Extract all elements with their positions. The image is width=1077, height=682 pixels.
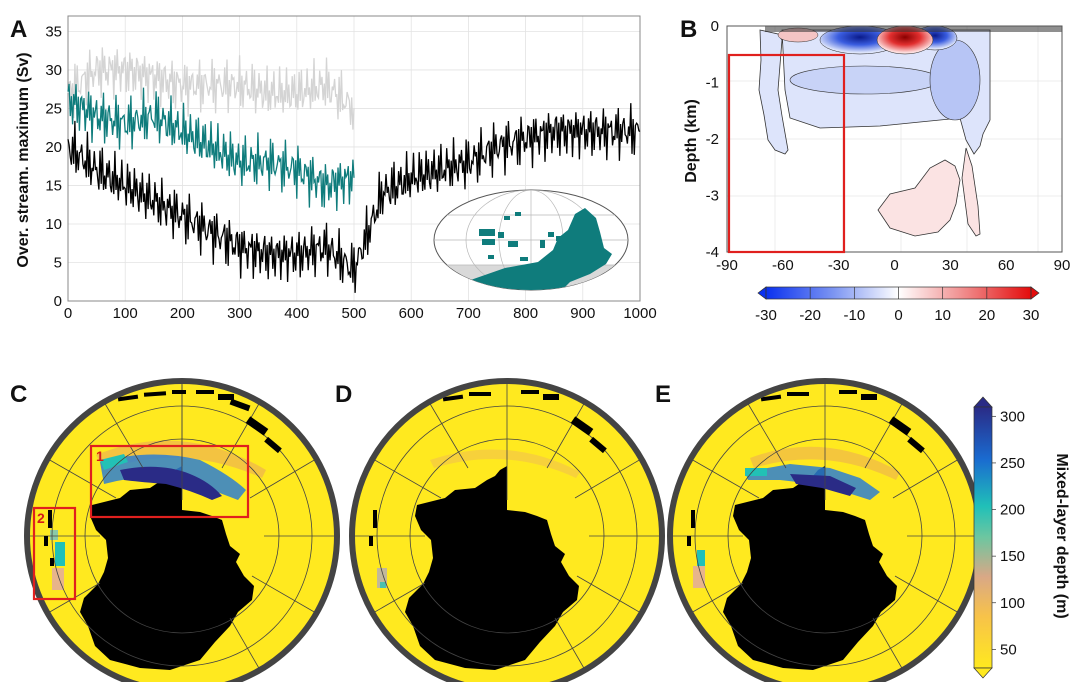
panel-b-frame	[726, 25, 1063, 253]
mld-colorbar-tick-label: 100	[1000, 595, 1025, 612]
panel-c-coast-fragments	[44, 390, 282, 566]
colorbar-tick-label: 30	[1023, 307, 1040, 324]
panel-b-x-ticks: -90 -60 -30 0 30 60 90	[716, 257, 1070, 274]
panel-b-field	[726, 25, 1062, 252]
panel-a-series	[67, 47, 641, 293]
panel-e-map	[670, 381, 980, 682]
panel-a-x-ticks: 0 100 200 300 400 500 600 700 800 900 1000	[64, 305, 657, 322]
panel-a-frame	[67, 15, 641, 302]
y-tick-label: 10	[45, 216, 62, 233]
x-tick-label: 300	[227, 305, 252, 322]
land-mass	[462, 208, 612, 290]
x-tick-label: 400	[284, 305, 309, 322]
mld-colorbar-tick-label: 150	[1000, 548, 1025, 565]
y-tick-label: -1	[706, 75, 719, 92]
colorbar-tick-label: -10	[843, 307, 865, 324]
y-tick-label: 5	[54, 254, 62, 271]
x-tick-label: 500	[341, 305, 366, 322]
mld-colorbar-tick-label: 250	[1000, 455, 1025, 472]
positive-cell	[877, 159, 961, 237]
highlight-box-1	[89, 444, 250, 519]
panel-a-y-axis-label: Over. stream. maximum (Sv)	[15, 52, 32, 267]
x-tick-label: 1000	[623, 305, 656, 322]
panel-d-label: D	[335, 381, 352, 408]
colorbar-tick-label: 10	[934, 307, 951, 324]
colorbar-tick-label: -20	[799, 307, 821, 324]
x-tick-label: -60	[772, 257, 794, 274]
panel-b-y-ticks: 0 -1 -2 -3 -4	[706, 18, 719, 261]
panel-d-coast-fragments	[369, 390, 607, 546]
x-tick-label: 100	[113, 305, 138, 322]
x-tick-label: 700	[456, 305, 481, 322]
highlight-box-2	[32, 506, 77, 601]
colorbar-tick-label: -30	[755, 307, 777, 324]
panel-d-graticule	[352, 381, 662, 671]
y-tick-label: -4	[706, 244, 719, 261]
y-tick-label: 0	[711, 18, 719, 35]
panel-e-coast-fragments	[687, 390, 925, 546]
polar-panels: C D E 1 2	[10, 378, 1070, 682]
panel-e-label: E	[655, 381, 671, 408]
panel-c-label: C	[10, 381, 27, 408]
mld-colorbar: 50 100 150 200 250 300 Mixed-layer depth (m)	[973, 396, 1070, 679]
mld-colorbar-tick-label: 200	[1000, 502, 1025, 519]
mld-colorbar-label: Mixed-layer depth (m)	[1053, 453, 1070, 618]
series-line-black	[67, 103, 641, 293]
y-tick-label: 25	[45, 100, 62, 117]
highlight-box-2-label: 2	[37, 510, 45, 526]
x-tick-label: 800	[513, 305, 538, 322]
x-tick-label: 600	[399, 305, 424, 322]
y-tick-label: -2	[706, 131, 719, 148]
y-tick-label: 35	[45, 23, 62, 40]
panel-b-colorbar: -30 -20 -10 0 10 20 30	[755, 286, 1040, 324]
x-tick-label: 30	[942, 257, 959, 274]
panel-a-label: A	[10, 16, 27, 43]
x-tick-label: -90	[716, 257, 738, 274]
x-tick-label: 0	[890, 257, 898, 274]
panel-b-y-axis-label: Depth (km)	[683, 99, 700, 183]
mld-colorbar-tick-label: 300	[1000, 408, 1025, 425]
panel-a-y-ticks: 0 5 10 15 20 25 30 35	[45, 23, 62, 310]
mld-colorbar-tick-label: 50	[1000, 641, 1017, 658]
y-tick-label: -3	[706, 188, 719, 205]
colorbar-tick-label: 0	[894, 307, 902, 324]
highlight-box	[727, 53, 846, 254]
x-tick-label: 90	[1054, 257, 1071, 274]
panel-e-graticule	[670, 381, 980, 671]
series-line-gray	[67, 47, 355, 130]
y-tick-label: 30	[45, 62, 62, 79]
colorbar-tick-label: 20	[978, 307, 995, 324]
y-tick-label: 15	[45, 177, 62, 194]
x-tick-label: -30	[828, 257, 850, 274]
panel-c-graticule	[27, 381, 337, 671]
x-tick-label: 0	[64, 305, 72, 322]
highlight-box-1-label: 1	[96, 448, 104, 464]
panel-b-chart: B Depth (km) -90 -60 -30 0 30 60 90 0-1-2-3-4 …	[680, 16, 1070, 324]
panel-b-label: B	[680, 16, 697, 43]
inset-world-map	[433, 189, 629, 291]
x-tick-label: 60	[998, 257, 1015, 274]
y-tick-label: 20	[45, 139, 62, 156]
panel-a-chart: A 0 100 200 300 400 500 600 700 800 900 1000 0 5 10 1…	[10, 15, 657, 322]
x-tick-label: 200	[170, 305, 195, 322]
x-tick-label: 900	[570, 305, 595, 322]
series-line-teal	[67, 83, 355, 212]
y-tick-label: 0	[54, 293, 62, 310]
